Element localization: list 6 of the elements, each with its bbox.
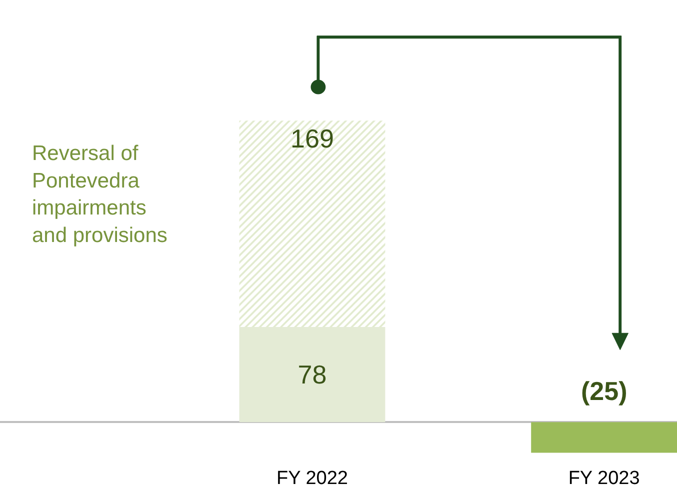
data-label: (25) [581, 376, 628, 406]
text: Reversal of Pontevedra impairments and provisions [32, 142, 168, 247]
x-tick-label: FY 2023 [568, 468, 640, 489]
data-label: 169 [290, 124, 334, 154]
x-tick-label: FY 2022 [276, 468, 348, 489]
data-label: 78 [298, 360, 327, 390]
